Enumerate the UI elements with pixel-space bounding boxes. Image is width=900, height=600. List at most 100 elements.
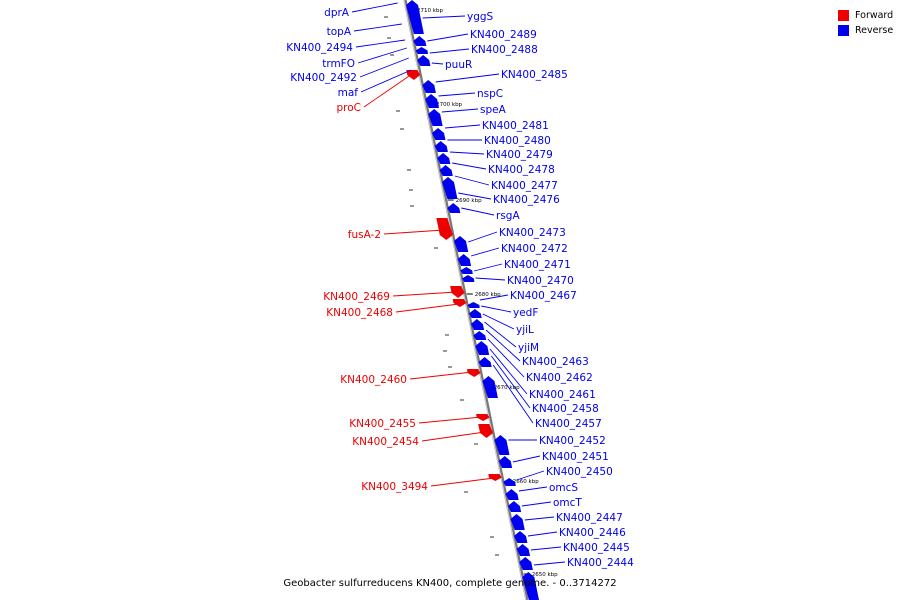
gene-label-omct[interactable]: omcT [553, 497, 582, 509]
leader-line [351, 2, 398, 13]
reverse-gene-feature[interactable] [406, 0, 424, 34]
gene-label-maf[interactable]: maf [338, 87, 359, 99]
forward-gene-feature[interactable] [436, 218, 453, 240]
gene-label-proc[interactable]: proC [336, 102, 361, 114]
gene-label-kn400-2460[interactable]: KN400_2460 [340, 374, 407, 386]
leader-line [491, 355, 531, 409]
gene-label-kn400-2472[interactable]: KN400_2472 [501, 243, 568, 255]
gene-label-kn400-2455[interactable]: KN400_2455 [349, 418, 416, 430]
reverse-gene-feature[interactable] [498, 456, 513, 468]
gene-label-kn400-2485[interactable]: KN400_2485 [501, 69, 568, 81]
forward-gene-feature[interactable] [452, 299, 467, 307]
reverse-gene-feature[interactable] [510, 514, 525, 530]
reverse-gene-feature[interactable] [453, 236, 469, 252]
forward-gene-feature[interactable] [406, 70, 421, 80]
reverse-gene-feature[interactable] [482, 376, 498, 398]
reverse-gene-feature[interactable] [447, 203, 461, 213]
reverse-gene-feature[interactable] [513, 531, 528, 543]
reverse-gene-feature[interactable] [522, 572, 539, 600]
gene-label-puur[interactable]: puuR [445, 59, 472, 71]
reverse-gene-feature[interactable] [425, 94, 439, 108]
gene-features[interactable] [406, 0, 539, 600]
gene-label-kn400-2445[interactable]: KN400_2445 [563, 542, 630, 554]
gene-label-kn400-2479[interactable]: KN400_2479 [486, 149, 553, 161]
gene-label-kn400-2469[interactable]: KN400_2469 [323, 291, 390, 303]
gene-label-topa[interactable]: topA [327, 26, 352, 38]
gene-label-kn400-2494[interactable]: KN400_2494 [286, 42, 353, 54]
gene-label-kn400-2461[interactable]: KN400_2461 [529, 389, 596, 401]
gene-label-nspc[interactable]: nspC [477, 88, 503, 100]
reverse-gene-feature[interactable] [434, 141, 448, 152]
gene-label-kn400-2447[interactable]: KN400_2447 [556, 512, 623, 524]
reverse-gene-feature[interactable] [417, 55, 431, 66]
reverse-gene-feature[interactable] [505, 489, 519, 500]
gene-label-kn400-2467[interactable]: KN400_2467 [510, 290, 577, 302]
gene-label-yedf[interactable]: yedF [513, 307, 538, 319]
forward-gene-feature[interactable] [488, 474, 502, 481]
reverse-gene-feature[interactable] [460, 267, 473, 274]
legend-item-reverse[interactable]: Reverse [838, 23, 898, 38]
gene-label-kn400-2454[interactable]: KN400_2454 [352, 436, 419, 448]
gene-label-yggs[interactable]: yggS [467, 11, 494, 23]
reverse-gene-feature[interactable] [461, 275, 475, 282]
gene-label-trmfo[interactable]: trmFO [322, 58, 355, 70]
forward-gene-feature[interactable] [478, 424, 494, 438]
gene-label-kn400-2471[interactable]: KN400_2471 [504, 259, 571, 271]
gene-label-fusa-2[interactable]: fusA-2 [348, 229, 381, 241]
gene-label-yjim[interactable]: yjiM [518, 342, 539, 354]
gene-label-omcs[interactable]: omcS [549, 482, 578, 494]
reverse-gene-feature[interactable] [413, 36, 427, 46]
leader-line [353, 23, 402, 32]
forward-gene-feature[interactable] [450, 286, 465, 298]
reverse-gene-feature[interactable] [516, 544, 531, 556]
gene-label-kn400-2476[interactable]: KN400_2476 [493, 194, 560, 206]
gene-label-kn400-2444[interactable]: KN400_2444 [567, 557, 634, 569]
gene-label-kn400-2492[interactable]: KN400_2492 [290, 72, 357, 84]
forward-gene-feature[interactable] [467, 369, 481, 377]
reverse-gene-feature[interactable] [422, 80, 436, 93]
gene-label-dpra[interactable]: dprA [324, 7, 350, 19]
reverse-gene-feature[interactable] [475, 341, 490, 355]
gene-label-yjil[interactable]: yjiL [516, 324, 534, 336]
gene-labels[interactable]: yggS KN400_2489 KN400_2488 puuR KN400_2485ns… [286, 7, 634, 569]
gene-label-kn400-2477[interactable]: KN400_2477 [491, 180, 558, 192]
gene-label-kn400-2468[interactable]: KN400_2468 [326, 307, 393, 319]
gene-label-kn400-2478[interactable]: KN400_2478 [488, 164, 555, 176]
gene-label-kn400-2470[interactable]: KN400_2470 [507, 275, 574, 287]
reverse-gene-feature[interactable] [473, 331, 487, 340]
reverse-gene-feature[interactable] [457, 254, 472, 266]
reverse-gene-feature[interactable] [441, 177, 458, 199]
gene-label-kn400-2457[interactable]: KN400_2457 [535, 418, 602, 430]
gene-label-kn400-2446[interactable]: KN400_2446 [559, 527, 626, 539]
gene-label-kn400-2450[interactable]: KN400_2450 [546, 466, 613, 478]
gene-label-kn400-2451[interactable]: KN400_2451 [542, 451, 609, 463]
gene-label-kn400-2480[interactable]: KN400_2480 [484, 135, 551, 147]
gene-label-kn400-2473[interactable]: KN400_2473 [499, 227, 566, 239]
gene-label-kn400-3494[interactable]: KN400_3494 [361, 481, 428, 493]
gene-label-rsga[interactable]: rsgA [496, 210, 520, 222]
reverse-gene-feature[interactable] [494, 435, 510, 455]
reverse-gene-feature[interactable] [468, 309, 482, 318]
gene-label-kn400-2489[interactable]: KN400_2489 [470, 29, 537, 41]
gene-label-kn400-2452[interactable]: KN400_2452 [539, 435, 606, 447]
reverse-gene-feature[interactable] [415, 47, 428, 54]
legend-item-forward[interactable]: Forward [838, 8, 898, 23]
gene-label-kn400-2462[interactable]: KN400_2462 [526, 372, 593, 384]
gene-label-kn400-2458[interactable]: KN400_2458 [532, 403, 599, 415]
reverse-gene-feature[interactable] [432, 128, 446, 140]
reverse-gene-feature[interactable] [503, 478, 516, 486]
reverse-gene-feature[interactable] [507, 501, 522, 512]
reverse-gene-feature[interactable] [478, 357, 492, 367]
reverse-gene-feature[interactable] [437, 153, 451, 164]
gene-label-spea[interactable]: speA [480, 104, 507, 116]
reverse-gene-feature[interactable] [519, 557, 533, 570]
gene-label-kn400-2463[interactable]: KN400_2463 [522, 356, 589, 368]
reverse-gene-feature[interactable] [428, 109, 443, 126]
reverse-gene-feature[interactable] [439, 165, 453, 176]
reverse-gene-feature[interactable] [467, 302, 480, 308]
forward-gene-feature[interactable] [476, 414, 490, 421]
gene-label-kn400-2481[interactable]: KN400_2481 [482, 120, 549, 132]
gene-label-kn400-2488[interactable]: KN400_2488 [471, 44, 538, 56]
reverse-gene-feature[interactable] [470, 319, 485, 330]
